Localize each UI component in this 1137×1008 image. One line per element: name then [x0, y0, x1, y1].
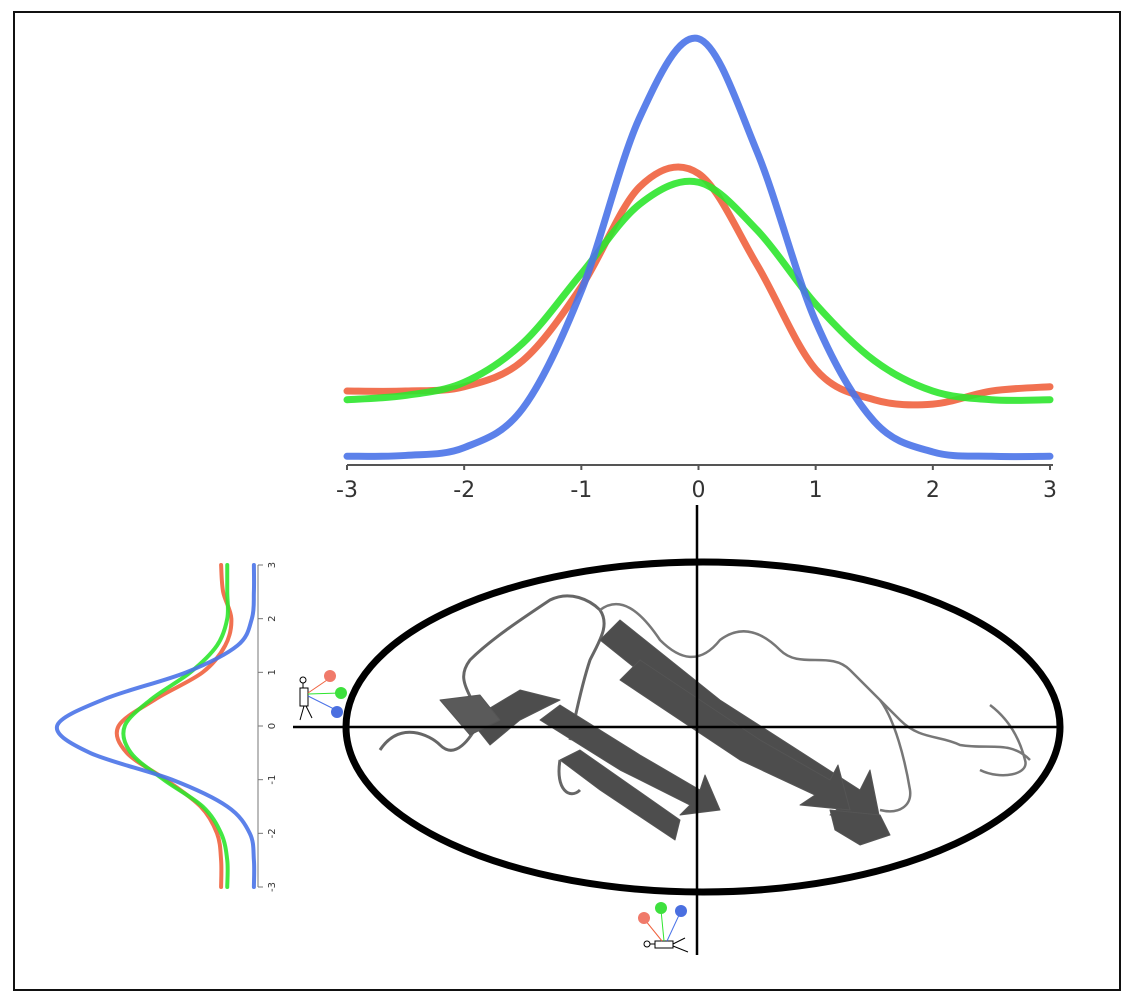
- figure-icon-left: [299, 670, 347, 721]
- x-tick-label: -1: [570, 478, 592, 503]
- density-line: [343, 177, 1054, 404]
- x-tick-label: -2: [453, 478, 475, 503]
- y-tick-label: -1: [267, 775, 278, 785]
- x-tick-label: 2: [926, 478, 940, 503]
- y-tick-label: 2: [267, 615, 278, 621]
- x-tick-label: 0: [692, 478, 706, 503]
- y-tick-label: 3: [267, 562, 278, 568]
- density-line: [55, 563, 257, 889]
- x-tick-label: 1: [809, 478, 823, 503]
- density-line: [121, 563, 231, 889]
- y-tick-label: 0: [267, 723, 278, 729]
- density-line: [343, 163, 1054, 409]
- x-tick-label: -3: [336, 478, 358, 503]
- y-tick-label: 1: [267, 669, 278, 675]
- protein-structure: [378, 594, 1031, 846]
- density-line: [343, 34, 1054, 461]
- frame: [13, 11, 1121, 991]
- y-tick-label: -3: [267, 882, 278, 892]
- y-tick-label: -2: [267, 828, 278, 838]
- figure-icon-bottom: [638, 902, 689, 953]
- density-line: [114, 563, 234, 889]
- x-tick-label: 3: [1043, 478, 1057, 503]
